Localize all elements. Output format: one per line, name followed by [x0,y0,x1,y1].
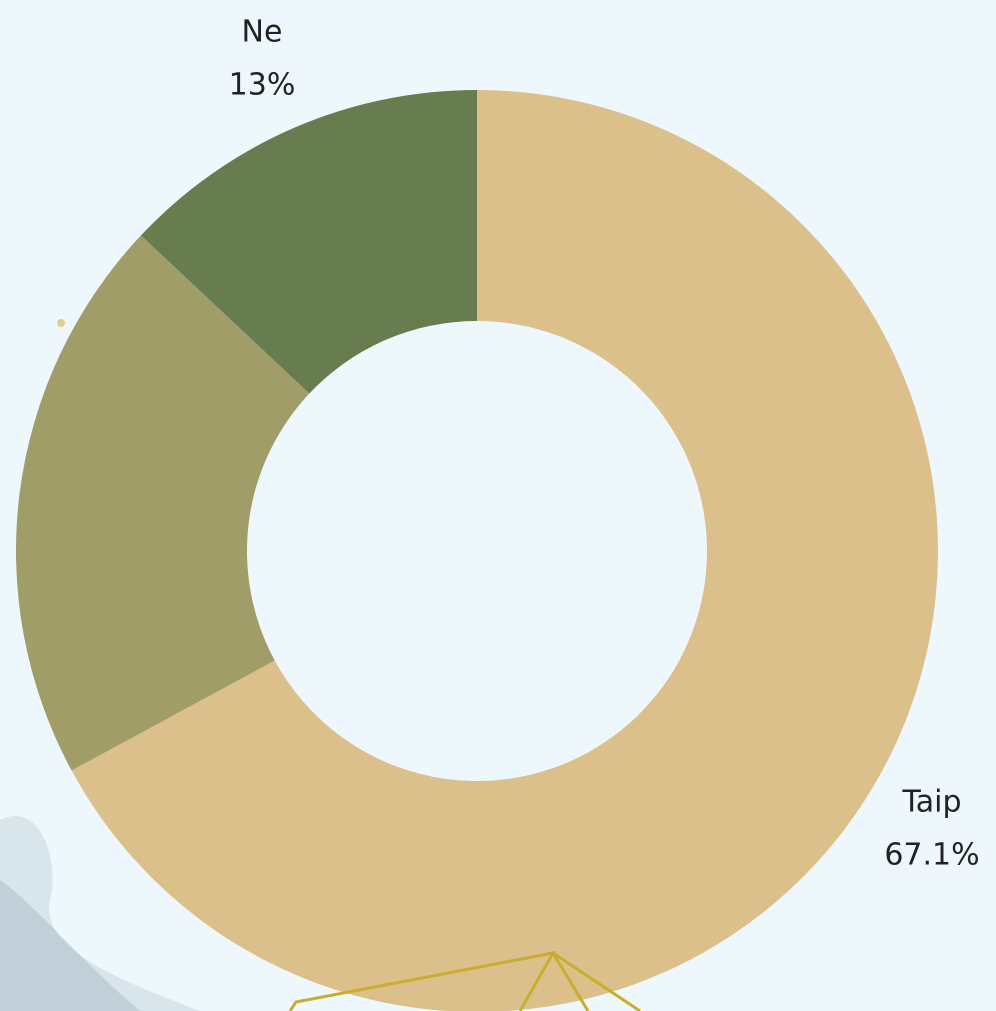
gold-lines-decoration [288,950,641,1011]
slice-label: Taip [901,785,961,820]
slice-label: Ne [242,15,283,50]
background-decoration [0,319,200,1011]
donut-slice [140,90,477,394]
donut-slice [71,90,938,1011]
slice-value-label: 67.1% [884,838,979,873]
slice-value-label: 13% [229,68,296,103]
donut-slice [15,235,310,771]
